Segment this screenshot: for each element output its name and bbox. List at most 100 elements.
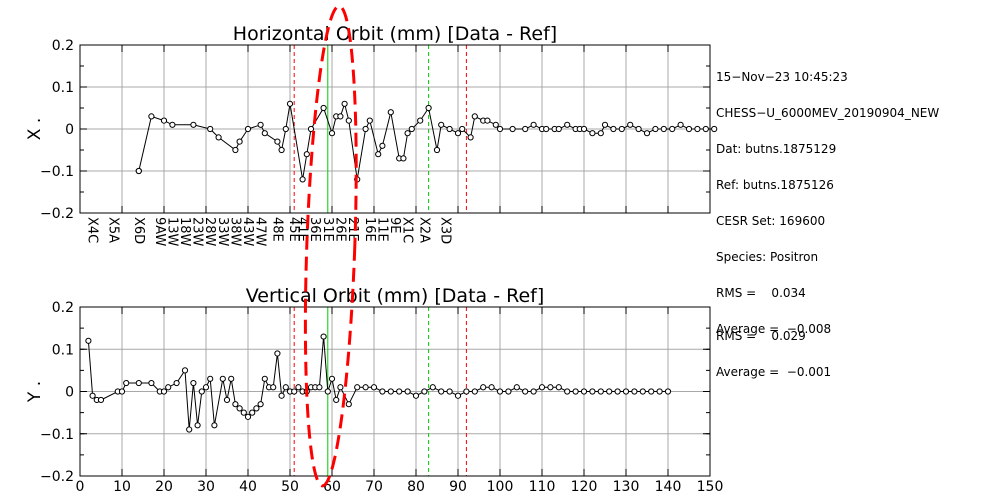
data-point xyxy=(337,384,344,391)
data-point xyxy=(631,388,638,395)
data-point xyxy=(236,405,243,412)
category-label: 26E xyxy=(332,217,347,242)
data-point xyxy=(387,109,394,116)
y-tick-label: −0.1 xyxy=(40,427,74,443)
data-point xyxy=(387,388,394,395)
data-point xyxy=(656,388,663,395)
x-tick-label: 140 xyxy=(655,479,682,495)
data-point xyxy=(354,384,361,391)
data-point xyxy=(249,409,256,416)
data-point xyxy=(165,384,172,391)
data-point xyxy=(643,130,651,137)
y-tick-label: 0 xyxy=(65,385,74,401)
y-tick-label: −0.2 xyxy=(40,469,74,485)
category-label: 47W xyxy=(253,217,268,247)
y-tick-label: 0.2 xyxy=(52,38,74,54)
data-point xyxy=(232,401,239,408)
info-data-file: Dat: butns.1875129 xyxy=(716,142,837,156)
data-point xyxy=(345,117,352,124)
info-average-x: Average = −0.008 xyxy=(716,322,832,336)
data-point xyxy=(278,146,285,154)
category-label: 31E xyxy=(320,217,335,242)
data-point xyxy=(97,396,105,404)
data-point xyxy=(244,413,252,420)
data-point xyxy=(160,388,168,395)
data-point xyxy=(148,379,155,387)
data-point xyxy=(291,388,298,395)
y-tick-label: 0.1 xyxy=(52,80,74,96)
data-point xyxy=(240,409,247,416)
data-point xyxy=(181,367,189,374)
data-point xyxy=(333,396,340,404)
data-point xyxy=(366,117,373,124)
x-tick-label: 120 xyxy=(571,479,598,495)
category-label: 45E xyxy=(286,217,301,242)
data-point xyxy=(190,379,197,387)
data-point xyxy=(379,388,386,395)
data-point xyxy=(337,113,344,120)
data-point xyxy=(135,379,142,387)
data-point xyxy=(412,392,420,399)
data-point xyxy=(404,130,411,137)
data-point xyxy=(580,388,588,395)
y-tick-label: −0.1 xyxy=(40,164,74,180)
data-point xyxy=(471,388,478,395)
x-tick-label: 110 xyxy=(529,479,556,495)
data-point xyxy=(597,388,604,395)
data-point xyxy=(664,388,672,395)
data-point xyxy=(522,125,529,133)
category-label: 38W xyxy=(227,217,242,247)
data-point xyxy=(135,167,142,175)
x-tick-label: 40 xyxy=(239,479,257,495)
data-point xyxy=(492,121,499,128)
data-point xyxy=(345,401,352,408)
data-point xyxy=(408,125,415,133)
data-point xyxy=(257,121,264,128)
y-tick-label: −0.2 xyxy=(40,206,74,222)
data-point xyxy=(614,388,621,395)
category-label: 41E xyxy=(295,217,310,242)
data-point xyxy=(286,100,294,107)
data-point xyxy=(610,125,617,133)
data-point xyxy=(417,117,424,124)
data-point xyxy=(328,130,336,137)
data-point xyxy=(362,384,369,391)
data-point xyxy=(627,121,634,128)
data-point xyxy=(454,130,462,137)
data-point xyxy=(198,388,205,395)
data-point xyxy=(425,104,432,112)
data-point xyxy=(223,396,231,404)
data-point xyxy=(509,125,516,133)
info-lattice: CHESS−U_6000MEV_20190904_NEW xyxy=(716,106,940,120)
data-point xyxy=(438,388,445,395)
category-label: X2A xyxy=(416,217,431,243)
data-point xyxy=(228,375,235,382)
x-tick-label: 10 xyxy=(113,479,131,495)
info-ref-file: Ref: butns.1875126 xyxy=(716,178,834,192)
data-point xyxy=(555,384,562,391)
data-point xyxy=(564,121,571,128)
data-point xyxy=(711,125,718,133)
data-point xyxy=(685,125,693,133)
info-species: Species: Positron xyxy=(716,250,819,264)
data-point xyxy=(274,138,281,145)
data-point xyxy=(484,117,491,124)
data-point xyxy=(572,388,579,395)
data-point xyxy=(219,375,226,382)
data-point xyxy=(362,125,369,133)
data-point xyxy=(307,125,315,133)
data-point xyxy=(207,375,214,382)
data-point xyxy=(530,388,537,395)
data-point xyxy=(370,384,378,391)
data-point xyxy=(257,401,264,408)
data-point xyxy=(282,384,289,391)
data-point xyxy=(396,388,403,395)
chart-title: Horizontal Orbit (mm) [Data - Ref] xyxy=(233,23,557,45)
annotation-ellipse xyxy=(303,4,358,488)
y-tick-label: 0.2 xyxy=(52,300,74,316)
data-point xyxy=(253,405,260,412)
data-point xyxy=(118,388,126,395)
series-line xyxy=(138,102,715,180)
category-label: 9E xyxy=(387,217,402,234)
info-panel-bottom: RMS = 0.029 Average = −0.001 xyxy=(716,306,831,390)
